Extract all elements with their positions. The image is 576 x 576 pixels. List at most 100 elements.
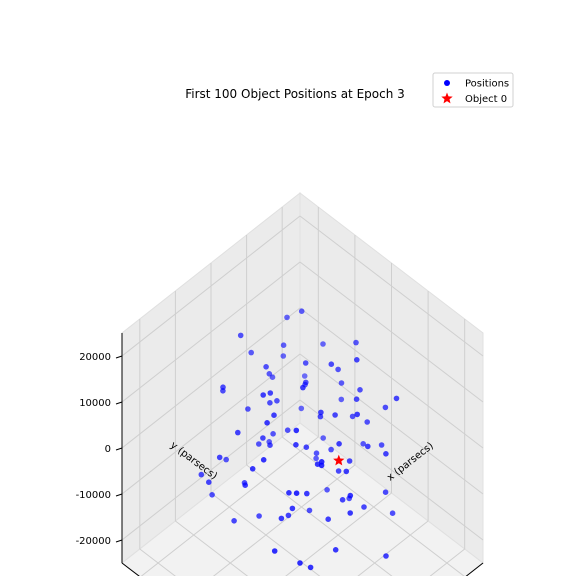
point-positions-34 [274,398,280,404]
point-positions-57 [378,442,385,448]
point-positions-58 [285,512,292,519]
point-positions-88 [271,548,278,554]
point-positions-38 [286,490,292,496]
point-positions-59 [332,412,338,418]
point-positions-73 [304,490,310,497]
point-positions-32 [353,396,360,403]
point-positions-46 [346,495,353,502]
point-positions-62 [347,510,354,516]
point-positions-20 [270,431,276,437]
z-tick-label-4: 20000 [79,352,111,363]
point-positions-83 [389,510,396,516]
point-positions-71 [284,427,291,434]
point-positions-79 [336,441,342,447]
point-object-0 [333,454,345,466]
point-positions-26 [353,339,359,346]
point-positions-11 [223,456,229,463]
point-positions-48 [266,439,273,445]
point-positions-15 [297,560,303,566]
point-positions-6 [383,553,389,559]
point-positions-64 [278,515,285,522]
point-positions-61 [298,308,305,315]
point-positions-17 [267,390,274,396]
point-positions-68 [245,406,251,412]
point-positions-16 [335,468,342,474]
point-positions-42 [271,412,277,419]
point-positions-60 [235,429,241,436]
point-positions-91 [256,513,262,519]
point-positions-21 [260,457,267,463]
z-tick-mark-0 [115,539,123,543]
point-positions-10 [354,411,361,418]
point-positions-5 [289,505,296,512]
point-positions-53 [206,479,212,486]
z-tick-label-2: 0 [105,444,111,455]
point-positions-45 [293,490,300,497]
point-positions-72 [393,395,400,402]
z-tick-label-1: -10000 [76,490,111,501]
grid-line-right-z-3 [299,261,484,403]
point-positions-70 [260,392,267,398]
point-positions-54 [324,487,330,493]
point-positions-19 [237,332,244,339]
point-positions-97 [318,409,324,416]
point-positions-40 [332,547,339,553]
point-positions-7 [267,400,273,406]
legend-frame [432,72,514,108]
point-positions-8 [349,413,356,420]
point-positions-89 [266,371,273,377]
z-tick-label-3: 10000 [79,398,111,409]
point-positions-0 [198,471,205,478]
z-tick-mark-3 [115,401,123,405]
z-tick-mark-4 [115,355,123,359]
point-positions-1 [307,564,314,571]
grid-line-floor-x-4 [281,436,465,576]
legend-label-object-0: Object 0 [465,94,507,105]
data-points [198,308,400,571]
point-positions-92 [343,468,350,475]
point-positions-96 [328,446,334,453]
point-positions-13 [325,516,332,522]
point-positions-77 [318,462,325,469]
point-positions-86 [255,441,262,447]
point-positions-81 [313,450,320,457]
point-positions-24 [280,342,287,349]
z-tick-mark-2 [115,447,123,451]
point-positions-31 [303,444,310,451]
point-positions-44 [338,380,345,386]
point-positions-9 [249,466,256,472]
point-positions-35 [382,489,389,496]
point-positions-95 [220,388,226,394]
point-positions-51 [263,364,269,370]
point-positions-84 [260,435,266,441]
point-positions-12 [338,396,345,403]
point-positions-2 [354,357,360,363]
point-positions-90 [357,387,363,393]
point-positions-18 [382,404,389,411]
grid-line-floor-x-1 [175,520,249,576]
point-positions-39 [320,341,326,347]
point-positions-78 [320,435,327,441]
legend-marker-positions [444,80,450,86]
point-positions-65 [302,360,309,366]
point-positions-98 [346,458,353,464]
grid-line-left-z-3 [121,261,301,403]
point-positions-94 [301,373,308,379]
chart-title: First 100 Object Positions at Epoch 3 [185,87,405,101]
grid-line-floor-y-4 [429,548,466,576]
point-positions-76 [317,413,324,420]
point-positions-69 [361,504,367,510]
point-positions-43 [339,497,346,503]
grid-lines [121,207,484,576]
point-positions-49 [293,427,300,434]
point-positions-50 [364,419,371,425]
point-positions-36 [241,480,248,486]
grid-line-floor-x-3 [246,464,393,576]
point-positions-55 [293,442,299,448]
point-positions-28 [306,507,313,514]
grid-line-right-z-4 [299,215,484,357]
point-positions-67 [360,441,367,447]
legend: Positions Object 0 [432,72,514,108]
point-positions-14 [280,353,287,359]
